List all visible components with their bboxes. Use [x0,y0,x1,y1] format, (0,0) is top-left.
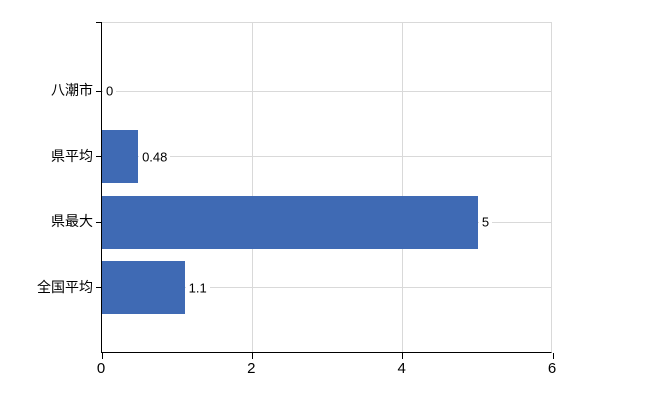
x-axis-tick-label: 2 [247,360,256,377]
category-label-全国平均: 全国平均 [37,278,93,295]
value-label: 0.48 [139,149,171,164]
y-axis-labels: 八潮市県平均県最大全国平均 [0,0,93,400]
bar-全国平均 [102,261,185,314]
y-axis-tick [96,90,102,92]
x-axis-tick [251,353,253,359]
y-axis-tick [96,287,102,288]
bar-県平均 [102,130,139,183]
x-axis-tick [101,353,103,359]
vertical-gridline [251,23,253,352]
category-label-県平均: 県平均 [51,147,93,164]
value-label: 0 [103,83,117,99]
category-gridline [102,90,551,92]
category-gridline [102,156,551,157]
vertical-gridline [402,23,404,352]
x-axis-tick-label: 6 [547,360,557,377]
y-axis-tick [96,221,102,223]
category-gridline [102,287,551,288]
category-label-県最大: 県最大 [51,213,93,229]
value-label: 5 [478,214,493,230]
category-label-八潮市: 八潮市 [51,82,93,98]
x-axis-tick-label: 4 [397,360,406,377]
x-axis-tick [552,353,554,359]
x-axis-tick [402,353,404,359]
y-axis-end-tick [96,22,102,23]
bar-県最大 [102,195,478,249]
value-label: 1.1 [185,280,210,295]
y-axis-tick [96,156,102,157]
plot-area: 0 0.48 5 1.1 [96,22,554,359]
x-axis-tick-label: 0 [96,360,106,377]
